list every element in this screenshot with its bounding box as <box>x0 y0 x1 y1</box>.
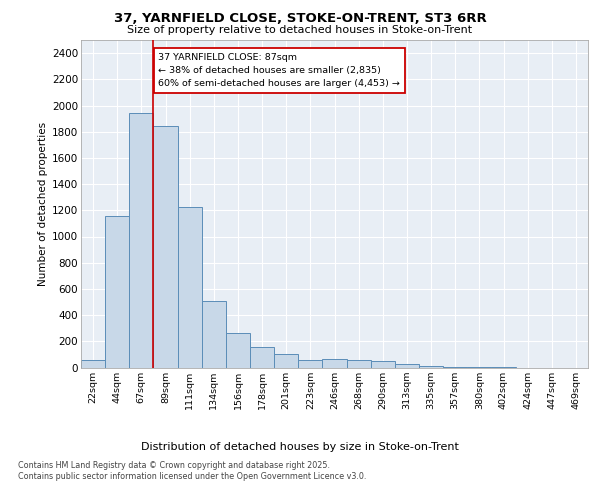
Bar <box>395 364 419 368</box>
Bar <box>129 114 154 368</box>
Bar <box>371 361 395 368</box>
Bar <box>443 367 467 368</box>
Text: Contains HM Land Registry data © Crown copyright and database right 2025.: Contains HM Land Registry data © Crown c… <box>18 460 330 469</box>
Text: 37, YARNFIELD CLOSE, STOKE-ON-TRENT, ST3 6RR: 37, YARNFIELD CLOSE, STOKE-ON-TRENT, ST3… <box>113 12 487 26</box>
Text: Contains public sector information licensed under the Open Government Licence v3: Contains public sector information licen… <box>18 472 367 481</box>
Text: Size of property relative to detached houses in Stoke-on-Trent: Size of property relative to detached ho… <box>127 25 473 35</box>
Bar <box>298 360 322 368</box>
Bar <box>202 302 226 368</box>
Bar <box>226 333 250 368</box>
Bar <box>154 126 178 368</box>
Bar <box>105 216 129 368</box>
Bar <box>81 360 105 368</box>
Bar <box>178 207 202 368</box>
Text: Distribution of detached houses by size in Stoke-on-Trent: Distribution of detached houses by size … <box>141 442 459 452</box>
Bar <box>322 359 347 368</box>
Bar <box>419 366 443 368</box>
Y-axis label: Number of detached properties: Number of detached properties <box>38 122 48 286</box>
Text: 37 YARNFIELD CLOSE: 87sqm
← 38% of detached houses are smaller (2,835)
60% of se: 37 YARNFIELD CLOSE: 87sqm ← 38% of detac… <box>158 53 400 88</box>
Bar <box>274 354 298 368</box>
Bar <box>347 360 371 368</box>
Bar <box>250 346 274 368</box>
